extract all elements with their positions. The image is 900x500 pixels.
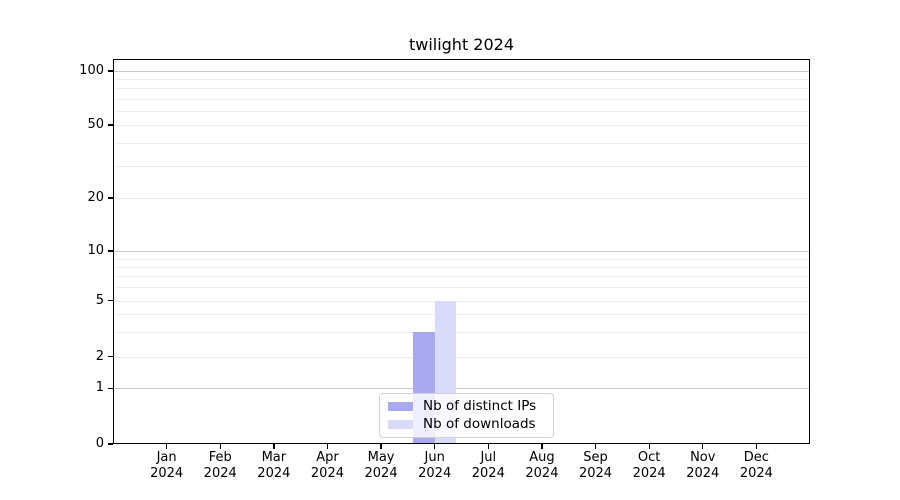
x-tick-label: Apr 2024	[310, 450, 344, 481]
minor-gridline	[114, 88, 809, 90]
y-tick-label: 0	[95, 436, 104, 451]
minor-gridline	[114, 356, 809, 358]
legend-label: Nb of distinct IPs	[423, 398, 537, 414]
legend: Nb of distinct IPs Nb of downloads	[379, 393, 554, 438]
y-tick-mark	[108, 299, 113, 302]
legend-label: Nb of downloads	[423, 416, 536, 432]
legend-swatch-icon	[388, 401, 413, 411]
x-tick-mark	[273, 444, 275, 449]
x-tick-label: Sep 2024	[578, 450, 613, 481]
minor-gridline	[114, 266, 809, 268]
major-gridline	[114, 71, 809, 72]
x-tick-label: Nov 2024	[686, 450, 720, 481]
x-tick-mark	[755, 444, 758, 449]
y-tick-mark	[108, 70, 113, 72]
minor-gridline	[114, 79, 809, 81]
y-tick-mark	[108, 124, 113, 126]
y-tick-mark	[108, 443, 113, 445]
minor-gridline	[114, 287, 809, 289]
x-tick-mark	[594, 444, 597, 449]
x-tick-mark	[166, 444, 168, 449]
minor-gridline	[114, 276, 809, 278]
x-tick-mark	[487, 444, 489, 449]
minor-gridline	[114, 314, 809, 315]
x-tick-label: Dec 2024	[739, 450, 773, 481]
x-tick-label: Jun 2024	[418, 450, 452, 481]
y-tick-label: 100	[79, 63, 104, 78]
minor-gridline	[114, 98, 809, 100]
y-tick-label: 1	[95, 380, 104, 396]
x-tick-label: Mar 2024	[257, 450, 291, 481]
x-tick-mark	[326, 444, 329, 449]
minor-gridline	[114, 165, 809, 167]
minor-gridline	[114, 110, 809, 112]
y-tick-label: 50	[87, 117, 104, 132]
x-tick-label: Oct 2024	[632, 450, 666, 481]
y-tick-label: 5	[95, 292, 104, 308]
x-tick-mark	[434, 444, 436, 449]
y-tick-mark	[108, 250, 113, 252]
chart-title: twilight 2024	[408, 35, 515, 54]
x-tick-mark	[219, 444, 221, 449]
x-tick-label: Jan 2024	[150, 450, 184, 481]
minor-gridline	[114, 142, 809, 144]
minor-gridline	[114, 258, 809, 260]
plot-area	[113, 59, 810, 444]
minor-gridline	[114, 125, 809, 126]
minor-gridline	[114, 300, 809, 302]
minor-gridline	[114, 331, 809, 333]
y-tick-label: 20	[87, 190, 104, 205]
legend-swatch-icon	[388, 419, 413, 429]
x-tick-label: May 2024	[364, 450, 398, 481]
x-tick-mark	[380, 444, 382, 449]
x-tick-mark	[648, 444, 650, 449]
x-tick-mark	[702, 444, 704, 449]
major-gridline	[114, 388, 809, 390]
legend-item: Nb of downloads	[380, 416, 553, 432]
minor-gridline	[114, 198, 809, 199]
y-tick-mark	[108, 356, 113, 358]
y-tick-mark	[108, 387, 113, 389]
x-tick-mark	[541, 444, 543, 449]
y-tick-mark	[108, 197, 113, 199]
x-tick-label: Jul 2024	[471, 450, 505, 481]
legend-item: Nb of distinct IPs	[380, 398, 553, 414]
x-tick-label: Aug 2024	[525, 450, 559, 481]
y-tick-label: 10	[87, 243, 104, 258]
x-tick-label: Feb 2024	[203, 450, 237, 481]
y-tick-label: 2	[95, 348, 104, 364]
major-gridline	[114, 251, 809, 252]
